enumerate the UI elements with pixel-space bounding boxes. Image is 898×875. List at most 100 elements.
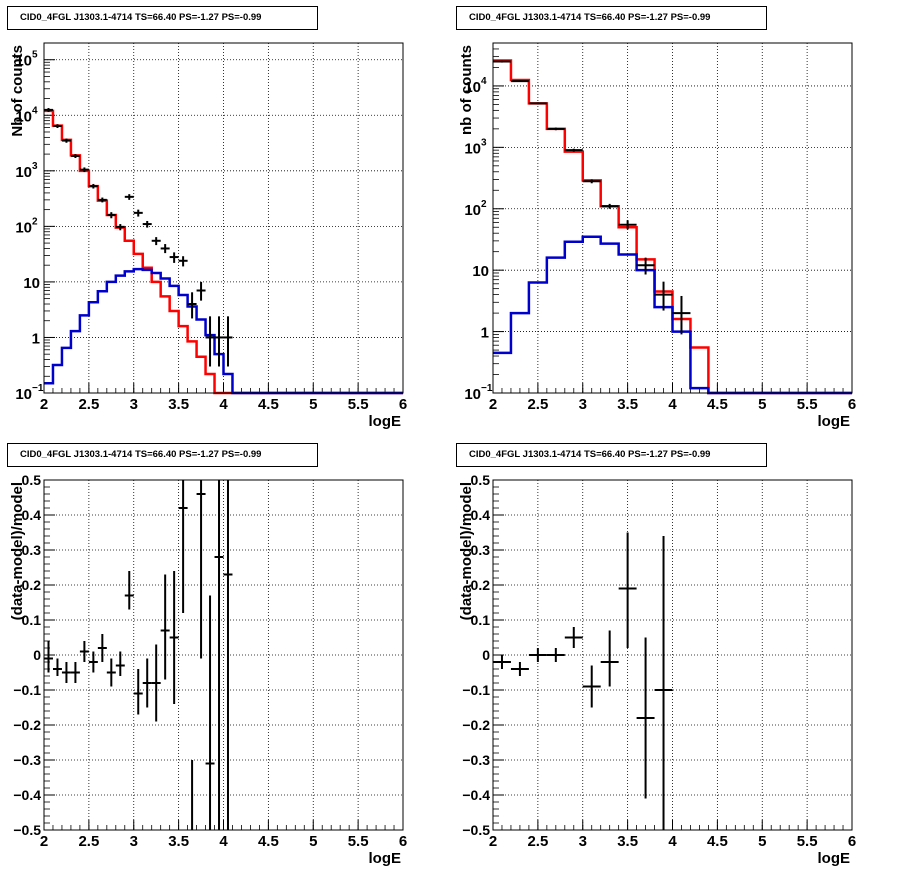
y-tick-label: 1: [32, 330, 40, 347]
x-tick-label: 2.5: [78, 396, 99, 413]
plot-frame: [43, 479, 404, 831]
y-tick-label: −0.1: [462, 682, 490, 698]
residual-point: [88, 651, 98, 673]
residual-point: [70, 662, 80, 683]
data-point: [582, 179, 601, 184]
x-tick-label: 5.5: [797, 833, 818, 850]
y-tick-label: −0.5: [462, 822, 490, 838]
y-tick-label: 0.2: [22, 577, 42, 593]
x-axis-label: logE: [369, 850, 402, 867]
y-tick-label: 10: [15, 164, 32, 181]
x-tick-label: 3: [579, 833, 587, 850]
plot-frame: [492, 42, 853, 394]
data-point: [546, 127, 565, 131]
y-tick-label: 0.5: [471, 472, 491, 488]
y-tick-exponent: −1: [32, 383, 44, 394]
residual-point: [546, 648, 565, 662]
data-point: [178, 256, 188, 267]
x-tick-label: 2: [40, 396, 48, 413]
residual-point: [178, 480, 188, 613]
data-point: [106, 212, 116, 219]
panel-bottom-right: CID0_4FGL J1303.1-4714 TS=66.40 PS=-1.27…: [449, 437, 898, 874]
data-point: [672, 295, 691, 335]
data-point: [187, 292, 197, 319]
y-tick-label: 10: [23, 275, 40, 292]
panel-top-right: CID0_4FGL J1303.1-4714 TS=66.40 PS=-1.27…: [449, 0, 898, 437]
plot-title: CID0_4FGL J1303.1-4714 TS=66.40 PS=-1.27…: [7, 443, 318, 467]
y-tick-label: 1: [481, 325, 489, 342]
model-source-histogram: [493, 235, 852, 395]
y-tick-label: −0.5: [13, 822, 41, 838]
data-point: [124, 194, 134, 200]
x-tick-label: 5: [758, 396, 766, 413]
residuals-plot: 2 2.5 3 3.5 4 4.5 5 5.5 6 −0.5 −0.4 −0.3 −0.2 −0.1 0 0.…: [9, 472, 407, 867]
data-point: [196, 281, 206, 301]
x-tick-label: 3: [130, 833, 138, 850]
data-point: [142, 220, 152, 228]
data-point: [214, 316, 224, 367]
residual-point: [223, 480, 233, 830]
residual-point: [115, 651, 125, 676]
data-point: [97, 197, 107, 203]
x-tick-label: 4.5: [707, 396, 728, 413]
y-tick-label: 10: [464, 386, 481, 403]
x-tick-label: 3.5: [168, 396, 189, 413]
x-tick-label: 2: [40, 833, 48, 850]
y-tick-exponent: 5: [32, 50, 38, 61]
data-point: [600, 203, 619, 209]
y-tick-label: 10: [464, 140, 481, 157]
y-tick-label: 0.1: [22, 612, 42, 628]
plot-title: CID0_4FGL J1303.1-4714 TS=66.40 PS=-1.27…: [456, 6, 767, 30]
data-point: [510, 80, 529, 83]
y-tick-label: 0.3: [471, 542, 491, 558]
y-axis-label: Nb of counts: [9, 45, 26, 137]
y-axis-label: (data-model)/model: [458, 482, 475, 620]
residual-point: [79, 641, 89, 662]
residual-point: [169, 571, 179, 704]
residual-point: [44, 641, 53, 673]
y-tick-label: 0.4: [471, 507, 491, 523]
data-point: [528, 102, 547, 105]
x-tick-label: 3.5: [617, 396, 638, 413]
data-point: [61, 138, 71, 143]
data-point: [654, 281, 673, 311]
y-tick-exponent: −1: [481, 383, 493, 394]
data-point: [160, 244, 170, 254]
x-tick-label: 4: [668, 396, 677, 413]
x-tick-label: 5: [309, 396, 317, 413]
y-axis-label: nb of counts: [458, 45, 475, 135]
x-tick-label: 5: [309, 833, 317, 850]
data-point: [618, 220, 637, 230]
data-point: [169, 252, 179, 263]
x-tick-label: 4: [219, 396, 228, 413]
data-point: [133, 209, 143, 217]
residual-point: [528, 648, 547, 662]
x-axis-label: logE: [818, 850, 851, 867]
y-tick-label: 10: [472, 263, 489, 280]
residual-point: [582, 665, 601, 708]
x-tick-label: 3.5: [617, 833, 638, 850]
y-tick-label: −0.1: [13, 682, 41, 698]
data-point: [115, 224, 125, 231]
x-tick-label: 5.5: [348, 396, 369, 413]
residual-point: [52, 658, 62, 676]
panel-top-left: CID0_4FGL J1303.1-4714 TS=66.40 PS=-1.27…: [0, 0, 449, 437]
y-tick-label: −0.4: [462, 787, 490, 803]
residual-point: [61, 662, 71, 683]
y-tick-exponent: 2: [32, 216, 38, 227]
data-point: [52, 124, 62, 128]
y-tick-label: −0.4: [13, 787, 41, 803]
y-tick-exponent: 4: [481, 76, 487, 87]
y-tick-exponent: 3: [32, 161, 38, 172]
x-tick-label: 6: [399, 396, 407, 413]
residual-point: [196, 480, 206, 659]
x-tick-label: 2: [489, 396, 497, 413]
y-tick-label: 0.2: [471, 577, 491, 593]
x-axis-label: logE: [369, 413, 402, 430]
residual-point: [160, 574, 170, 680]
x-tick-label: 4.5: [258, 396, 279, 413]
x-tick-label: 5.5: [797, 396, 818, 413]
residual-point: [654, 536, 673, 830]
